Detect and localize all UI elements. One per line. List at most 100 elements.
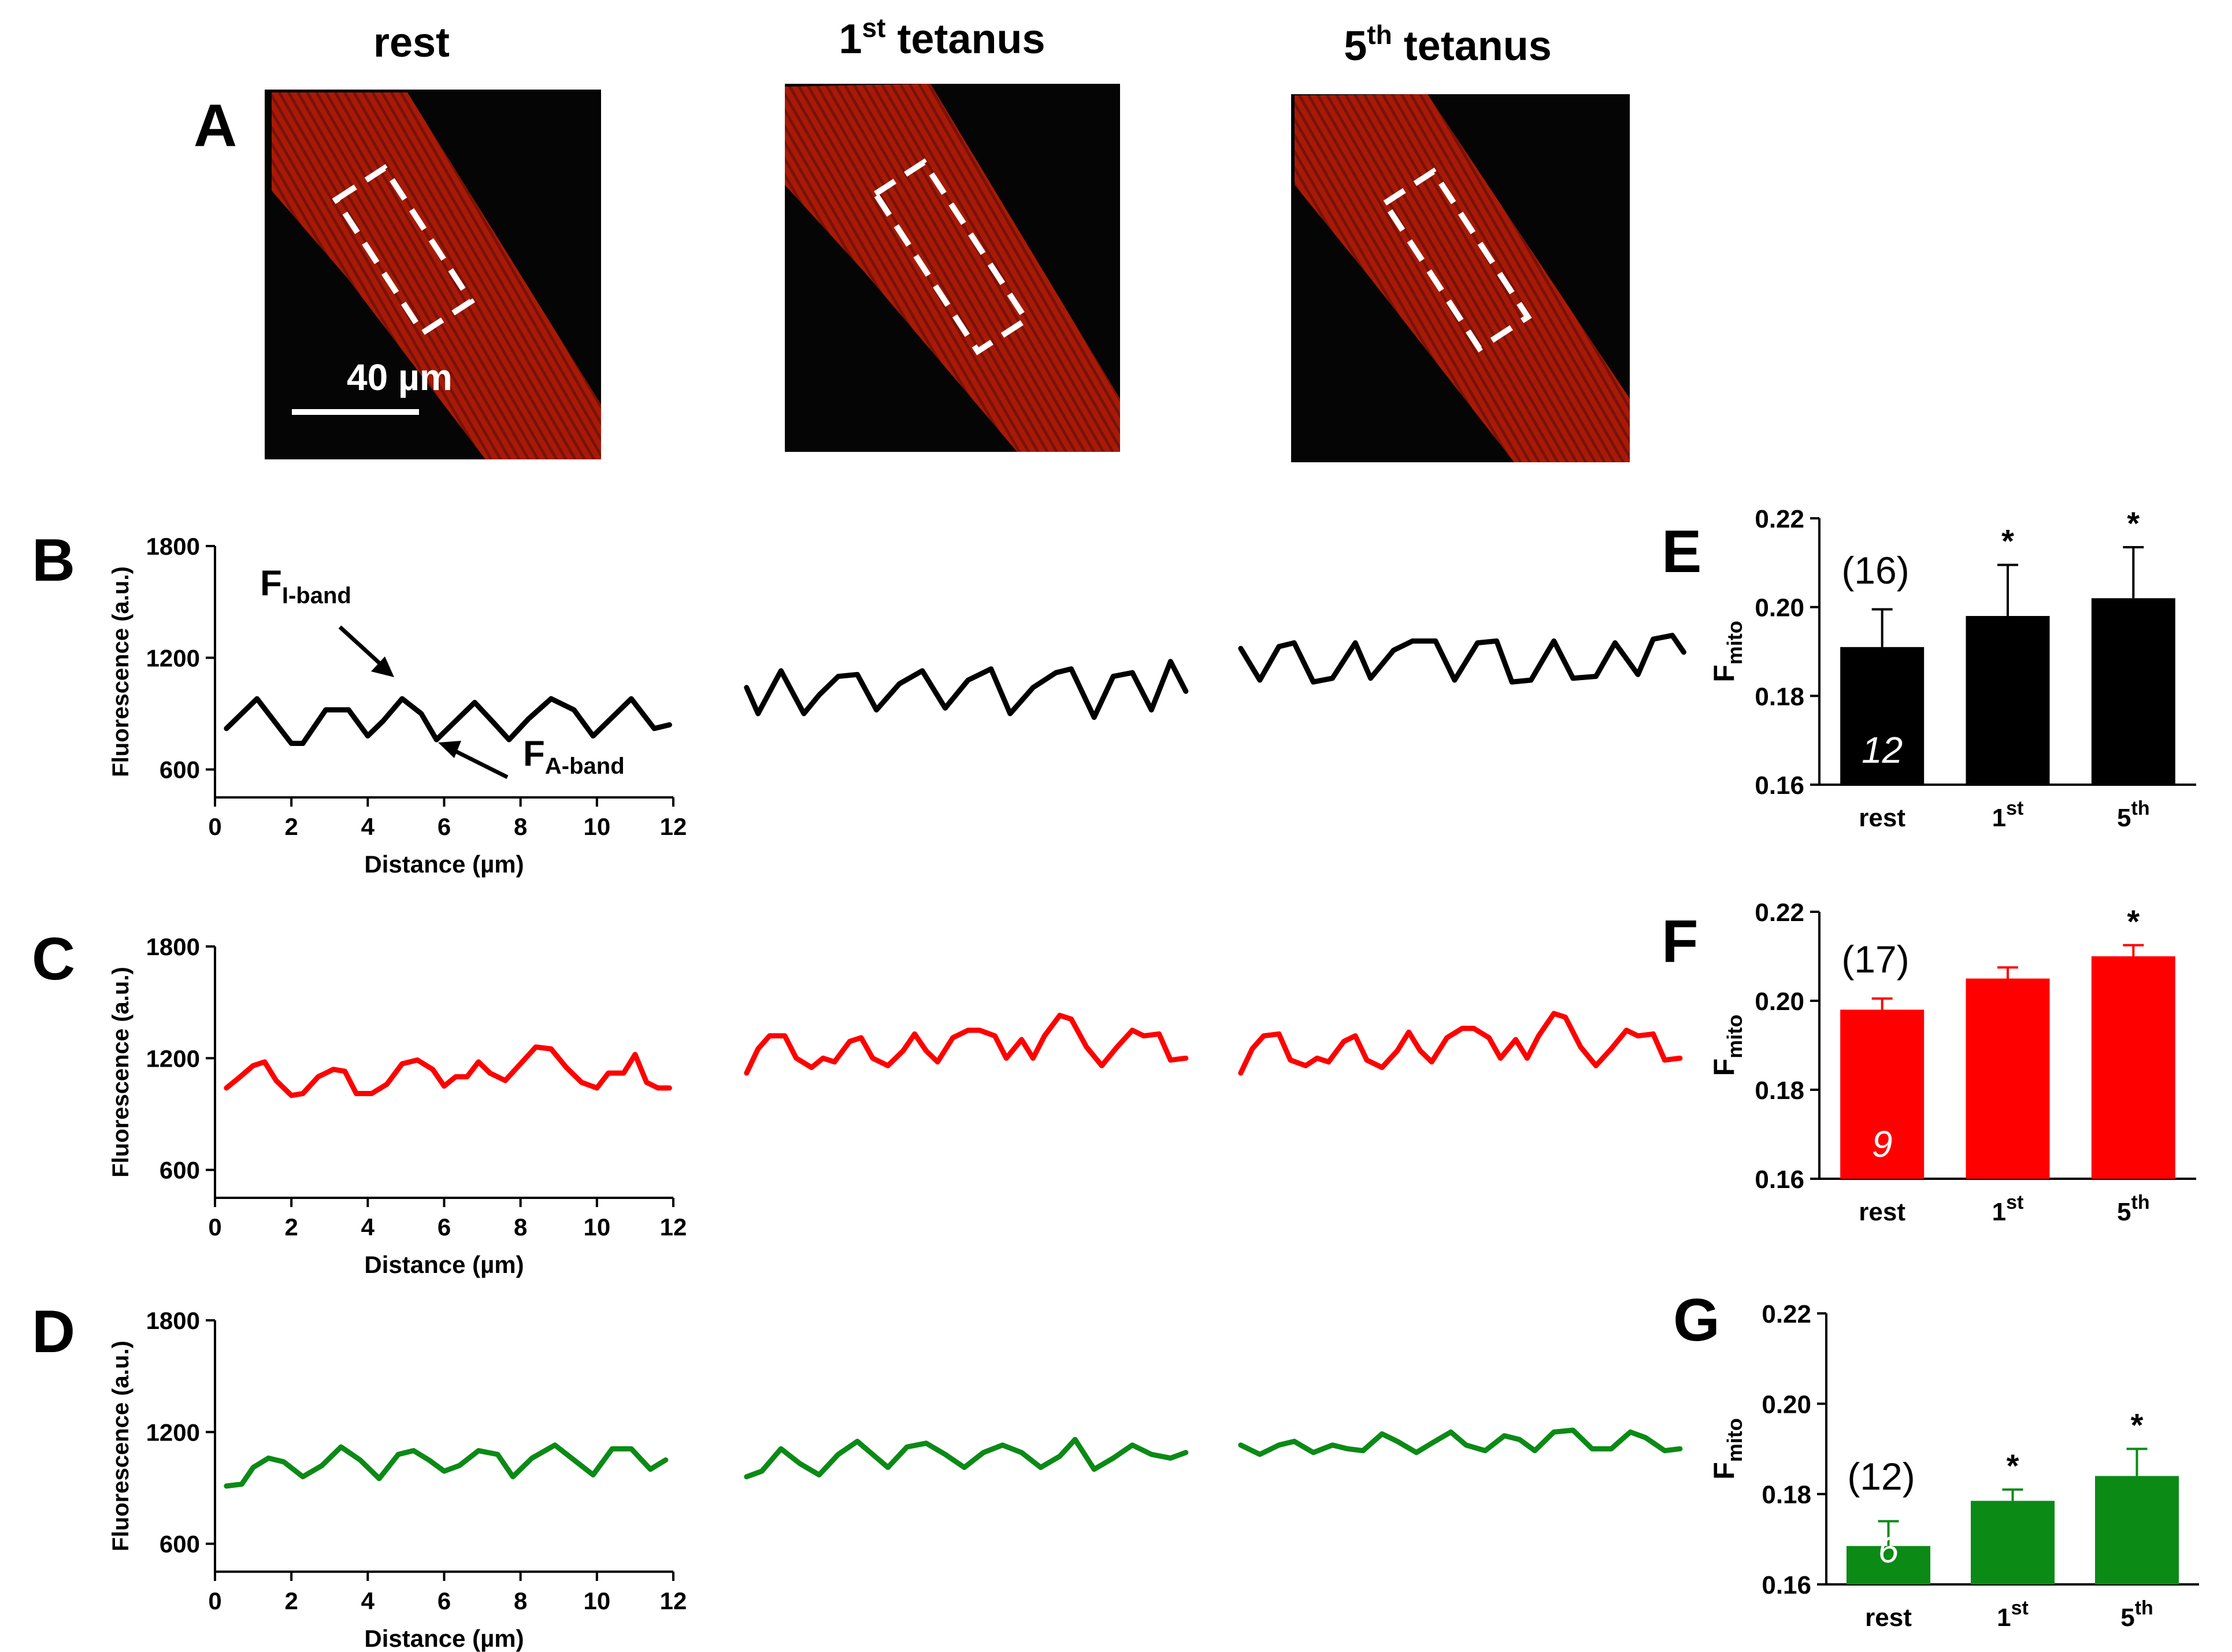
bar-5th [2095, 1476, 2179, 1584]
category-main: rest [1859, 1198, 1905, 1226]
fiber-image-rest: 40 µm [265, 90, 601, 459]
n-cells-label: (16) [1841, 549, 1909, 592]
x-tick-label: 4 [361, 813, 375, 840]
title-5th-sup: th [1367, 20, 1392, 50]
y-tick-label: 0.18 [1762, 1481, 1811, 1509]
series-line-5th-tetanus [1238, 1011, 1683, 1076]
x-tick-label: 2 [284, 1587, 298, 1614]
category-sup: st [2011, 1597, 2029, 1619]
scale-bar [292, 409, 419, 415]
y-axis-label: Fmito [1708, 1015, 1747, 1076]
y-tick-label: 1200 [146, 644, 200, 671]
bar-chart-e: E 0.16 0.18 0.20 0.22 Fmito rest * 1st * 5th (16) 12 [1662, 505, 2196, 832]
n-cells-label: (12) [1847, 1455, 1915, 1498]
y-label-main: F [1708, 1462, 1740, 1480]
panel-label-f: F [1662, 908, 1699, 975]
a-band-main: F [523, 734, 545, 774]
category-sup: st [2006, 797, 2023, 819]
y-tick-label: 1200 [146, 1419, 200, 1446]
series-line-1st-tetanus [744, 659, 1189, 720]
x-tick-label: 12 [660, 1587, 687, 1614]
bar-1st [1971, 1501, 2055, 1584]
series-line-rest [224, 1442, 669, 1489]
x-tick-label: 10 [583, 1587, 610, 1614]
y-tick-label: 0.20 [1762, 1390, 1811, 1419]
series-line-5th-tetanus [1238, 633, 1686, 685]
y-tick-label: 600 [160, 1531, 200, 1558]
category-main: 1 [1997, 1603, 2011, 1632]
y-label-main: F [1708, 1059, 1740, 1076]
panel-label-d: D [32, 1298, 75, 1365]
y-tick-label: 600 [160, 1157, 200, 1184]
panel-label-g: G [1673, 1287, 1720, 1354]
category-label: rest [1859, 804, 1905, 832]
bar-5th [2091, 956, 2175, 1179]
x-tick-label: 6 [437, 1587, 451, 1614]
x-tick-label: 6 [437, 1213, 451, 1241]
category-sup: st [2006, 1191, 2023, 1213]
significance-marker: * [2001, 523, 2014, 559]
series-line-1st-tetanus [744, 1436, 1189, 1480]
n-animals-label: 12 [1862, 729, 1903, 771]
x-tick-label: 10 [583, 1213, 610, 1241]
fiber-image-5th [1291, 94, 1630, 462]
a-band-arrow [448, 746, 509, 779]
bar-chart-f: F 0.16 0.18 0.20 0.22 Fmito rest 1st * 5th (17) 9 [1662, 899, 2196, 1226]
i-band-main: F [260, 563, 282, 603]
y-axis-label: Fluorescence (a.u.) [108, 967, 134, 1178]
y-tick-label: 0.20 [1755, 594, 1804, 622]
y-axis-label: Fmito [1708, 621, 1747, 682]
bar-1st [1966, 978, 2050, 1179]
y-tick-label: 0.20 [1755, 988, 1804, 1016]
y-label-sub: mito [1723, 621, 1747, 664]
image-title-1st: 1st tetanus [839, 13, 1045, 62]
line-plot-d: D 600 1200 1800 0 2 4 6 8 10 12 Distance (µm) Fluore… [32, 1298, 1683, 1652]
category-label: 1st [1992, 797, 2024, 832]
svg-text:FA-band: FA-band [523, 734, 625, 779]
y-axis-label: Fluorescence (a.u.) [108, 566, 134, 777]
bar-chart-g: G 0.16 0.18 0.20 0.22 Fmito rest * 1st * 5th (12) 6 [1673, 1287, 2199, 1632]
y-label-sub: mito [1723, 1015, 1747, 1059]
roi-box-5th [1381, 168, 1532, 352]
n-animals-label: 9 [1872, 1123, 1893, 1165]
a-band-sub: A-band [545, 753, 625, 779]
x-axis-label: Distance (µm) [364, 851, 524, 878]
x-tick-label: 4 [361, 1213, 375, 1241]
annotation-a-band: FA-band [438, 734, 625, 779]
i-band-sub: I-band [282, 583, 351, 608]
category-main: 1 [1992, 804, 2006, 832]
category-label: 5th [2117, 1191, 2150, 1226]
category-label: 1st [1997, 1597, 2029, 1632]
y-tick-label: 0.22 [1755, 505, 1804, 533]
y-label-sub: mito [1723, 1418, 1747, 1462]
y-tick-label: 0.22 [1762, 1300, 1811, 1328]
category-label: 5th [2117, 797, 2150, 832]
muscle-fiber-1st [785, 84, 1120, 452]
series-line-1st-tetanus [744, 1012, 1189, 1076]
category-sup: th [2135, 1597, 2153, 1619]
y-tick-label: 0.16 [1755, 771, 1804, 800]
x-tick-label: 8 [514, 1213, 527, 1241]
category-label: rest [1865, 1603, 1912, 1632]
muscle-fiber-5th [1295, 94, 1630, 462]
category-main: 1 [1992, 1198, 2006, 1226]
svg-text:FI-band: FI-band [260, 563, 351, 608]
title-1st-rest: tetanus [885, 16, 1045, 62]
y-tick-label: 1800 [146, 533, 200, 560]
fiber-image-1st [785, 84, 1120, 452]
a-band-arrowhead [438, 741, 461, 758]
category-main: 5 [2117, 804, 2131, 832]
x-tick-label: 6 [437, 813, 451, 840]
n-cells-label: (17) [1841, 938, 1909, 981]
panel-label-b: B [32, 527, 75, 594]
x-axis-label: Distance (µm) [364, 1625, 524, 1652]
n-animals-label: 6 [1878, 1529, 1899, 1571]
y-tick-label: 0.16 [1762, 1571, 1811, 1599]
category-label: 5th [2120, 1597, 2153, 1632]
x-tick-label: 4 [361, 1587, 375, 1614]
x-tick-label: 12 [660, 813, 687, 840]
bar-rest [1840, 1009, 1925, 1179]
bar-rest [1840, 647, 1925, 785]
roi-box-1st [871, 158, 1030, 355]
x-tick-label: 8 [514, 813, 527, 840]
